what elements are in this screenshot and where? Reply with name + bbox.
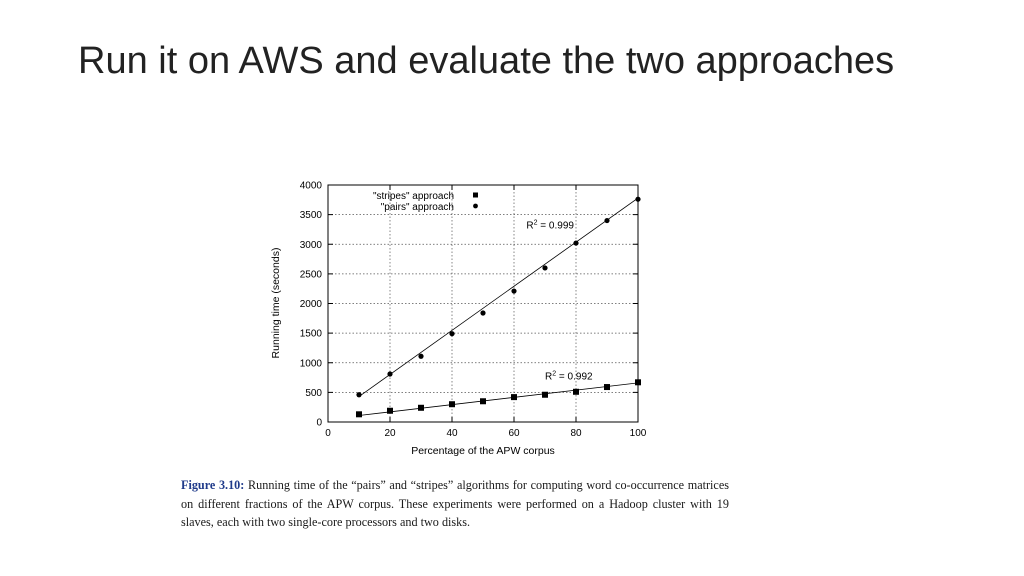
data-point-stripes (449, 401, 455, 408)
data-point-pairs (635, 196, 641, 202)
data-point-stripes (573, 388, 579, 395)
data-point-stripes (511, 394, 517, 401)
y-tick-label: 500 (305, 388, 322, 399)
y-tick-label: 2500 (300, 269, 323, 280)
y-tick-label: 1500 (300, 329, 323, 340)
slide-title: Run it on AWS and evaluate the two appro… (78, 40, 895, 82)
data-point-pairs (511, 288, 517, 294)
legend-label: "pairs" approach (381, 202, 454, 213)
y-tick-label: 3500 (300, 210, 323, 221)
fit-line (358, 382, 639, 416)
data-point-pairs (356, 392, 362, 398)
data-point-pairs (418, 353, 424, 359)
data-point-stripes (604, 384, 610, 391)
data-point-pairs (480, 310, 486, 316)
data-point-stripes (356, 411, 362, 418)
x-tick-label: 100 (630, 428, 647, 439)
x-axis-title: Percentage of the APW corpus (411, 445, 555, 457)
x-tick-label: 20 (384, 428, 396, 439)
caption-text: Running time of the “pairs” and “stripes… (181, 478, 729, 529)
y-tick-label: 1000 (300, 358, 323, 369)
data-point-pairs (449, 331, 455, 337)
y-tick-label: 3000 (300, 240, 323, 251)
figure-label: Figure 3.10: (181, 478, 245, 492)
data-point-pairs (387, 371, 393, 377)
data-point-pairs (542, 265, 548, 271)
data-point-stripes (480, 398, 486, 405)
data-point-stripes (387, 407, 393, 414)
r-squared-label: R2 = 0.992 (545, 370, 593, 382)
y-axis-title: Running time (seconds) (270, 248, 282, 359)
x-tick-label: 0 (325, 428, 331, 439)
data-point-stripes (542, 391, 548, 398)
x-tick-label: 80 (570, 428, 582, 439)
fit-line (358, 197, 639, 397)
data-point-pairs (573, 240, 579, 246)
x-tick-label: 40 (446, 428, 458, 439)
y-tick-label: 2000 (300, 299, 323, 310)
data-point-stripes (418, 404, 424, 411)
data-point-stripes (635, 379, 641, 386)
legend-marker-stripes (473, 192, 478, 198)
y-tick-label: 4000 (300, 181, 323, 192)
figure-caption: Figure 3.10: Running time of the “pairs”… (181, 476, 729, 532)
data-point-pairs (604, 217, 610, 224)
legend-label: "stripes" approach (373, 191, 454, 202)
r-squared-label: R2 = 0.999 (526, 219, 574, 231)
x-tick-label: 60 (508, 428, 520, 439)
y-tick-label: 0 (316, 418, 322, 429)
legend-marker-pairs (473, 203, 478, 209)
